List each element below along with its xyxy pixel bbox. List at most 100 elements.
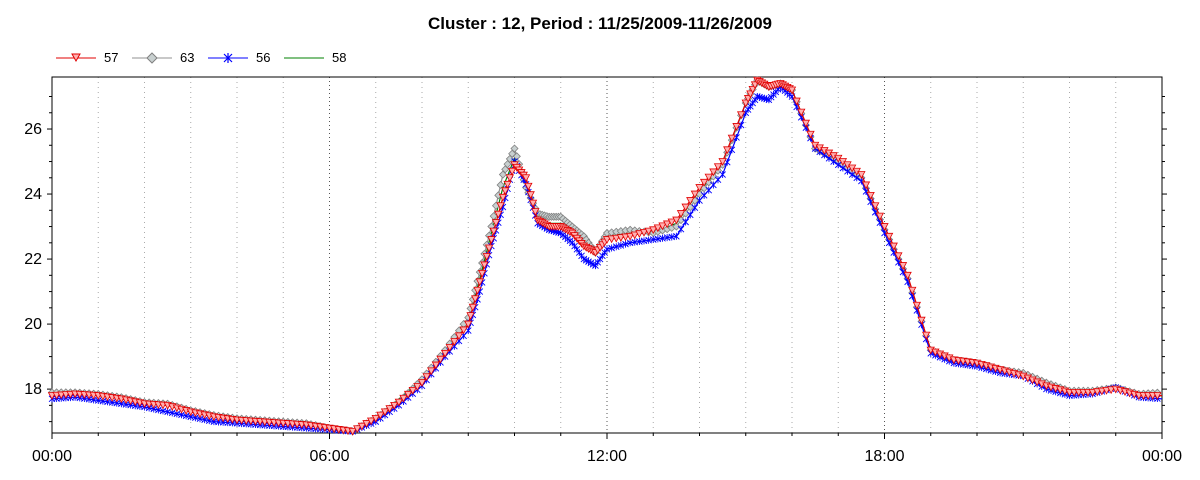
point-57	[403, 390, 413, 399]
point-57	[898, 262, 908, 270]
point-57	[690, 190, 700, 199]
point-57	[676, 210, 686, 218]
point-57	[487, 236, 496, 244]
point-57	[464, 320, 473, 329]
point-57	[658, 222, 667, 231]
point-57	[736, 111, 746, 120]
point-57	[466, 312, 475, 320]
point-57	[445, 344, 454, 352]
point-57	[471, 295, 480, 304]
point-56	[612, 243, 620, 251]
point-57	[376, 411, 385, 420]
point-56	[622, 240, 629, 248]
point-56	[686, 211, 694, 219]
point-56	[608, 244, 615, 252]
point-57	[353, 425, 362, 434]
point-57	[366, 417, 376, 426]
point-57	[450, 338, 459, 346]
point-63	[510, 144, 519, 153]
point-57	[380, 408, 390, 417]
point-57	[413, 383, 422, 391]
point-57	[607, 235, 616, 244]
point-57	[644, 227, 653, 236]
point-57	[1097, 387, 1107, 396]
point-57	[908, 286, 917, 295]
point-57	[399, 394, 408, 403]
point-57	[672, 216, 681, 225]
point-57	[417, 379, 427, 387]
legend-swatch-63	[132, 52, 172, 64]
point-57	[639, 229, 649, 237]
point-57	[713, 163, 723, 172]
y-tick-label: 18	[24, 381, 42, 398]
point-57	[861, 181, 871, 190]
point-57	[473, 286, 482, 295]
point-57	[616, 234, 626, 242]
point-57	[662, 220, 672, 229]
point-57	[723, 146, 732, 155]
legend-label-57: 57	[104, 50, 119, 65]
series-line-63	[52, 79, 1163, 433]
point-57	[1088, 388, 1097, 397]
legend-label-63: 63	[180, 50, 195, 65]
point-57	[621, 233, 630, 242]
point-57	[526, 191, 535, 200]
point-57	[531, 208, 540, 216]
point-57	[727, 134, 737, 143]
point-56	[719, 171, 726, 179]
point-57	[635, 230, 644, 239]
point-57	[475, 278, 484, 287]
point-57	[390, 401, 399, 410]
point-57	[871, 202, 880, 211]
series-line-56	[51, 85, 1163, 433]
x-tick-label: 06:00	[309, 448, 349, 465]
point-57	[348, 427, 357, 436]
point-57	[681, 203, 690, 212]
point-57	[921, 331, 931, 340]
point-57	[484, 244, 494, 253]
point-56	[617, 241, 625, 249]
point-57	[718, 158, 727, 166]
point-56	[691, 204, 699, 212]
point-57	[709, 168, 718, 177]
point-56	[673, 232, 680, 240]
point-57	[1093, 388, 1102, 397]
point-56	[603, 245, 611, 253]
point-57	[362, 420, 371, 428]
point-57	[695, 184, 704, 192]
point-63	[496, 180, 505, 190]
point-57	[894, 252, 903, 261]
point-57	[1106, 386, 1116, 395]
x-tick-label: 00:00	[32, 448, 72, 465]
point-57	[1153, 392, 1162, 400]
point-57	[489, 227, 498, 236]
legend-swatch-57	[56, 53, 96, 63]
point-57	[482, 253, 491, 261]
point-57	[477, 269, 487, 278]
point-57	[917, 316, 926, 325]
point-57	[625, 232, 635, 241]
point-57	[505, 174, 515, 183]
point-57	[612, 234, 621, 243]
point-57	[436, 355, 445, 364]
point-57	[602, 236, 612, 244]
legend-swatch-58	[284, 57, 324, 59]
point-57	[1102, 387, 1111, 395]
point-57	[394, 398, 404, 407]
point-57	[792, 97, 801, 106]
point-63	[672, 222, 681, 231]
point-56	[682, 218, 689, 226]
point-57	[806, 130, 815, 139]
point-57	[699, 178, 709, 187]
point-57	[866, 191, 875, 200]
point-57	[884, 232, 894, 241]
y-tick-label: 26	[24, 121, 42, 138]
point-57	[630, 231, 639, 240]
point-57	[496, 202, 505, 211]
point-57	[501, 187, 510, 196]
point-57	[468, 303, 478, 312]
point-57	[408, 387, 417, 395]
point-57	[440, 349, 450, 358]
point-57	[427, 367, 436, 376]
